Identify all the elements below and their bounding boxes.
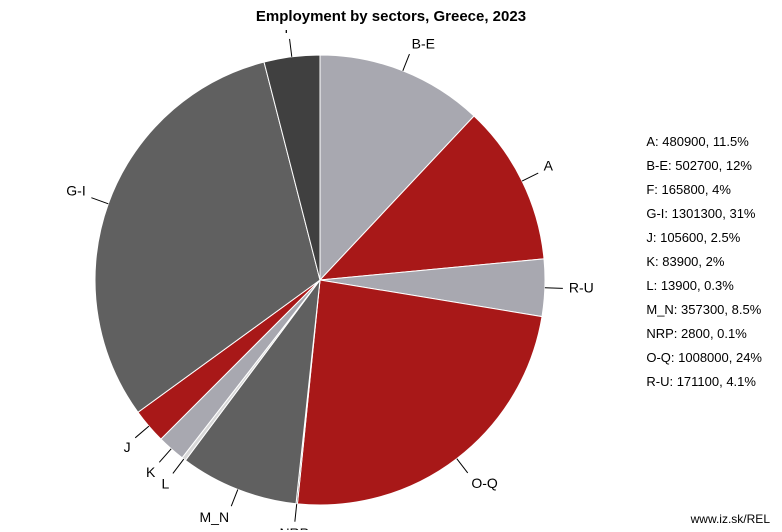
slice-label-l: L: [161, 476, 169, 492]
slice-label-nrp: NRP: [279, 525, 309, 530]
pie-slice-o-q: [297, 280, 542, 505]
leader-line: [173, 459, 184, 473]
legend-row-g-i: G-I: 1301300, 31%: [646, 202, 762, 226]
legend-row-nrp: NRP: 2800, 0.1%: [646, 322, 762, 346]
slice-label-o-q: O-Q: [471, 475, 498, 491]
leader-line: [457, 459, 468, 473]
legend-row-j: J: 105600, 2.5%: [646, 226, 762, 250]
legend-row-k: K: 83900, 2%: [646, 250, 762, 274]
leader-line: [545, 288, 563, 289]
leader-line: [403, 54, 410, 71]
legend-row-f: F: 165800, 4%: [646, 178, 762, 202]
slice-label-r-u: R-U: [569, 279, 594, 295]
leader-line: [159, 449, 171, 463]
legend-row-b-e: B-E: 502700, 12%: [646, 154, 762, 178]
legend-row-l: L: 13900, 0.3%: [646, 274, 762, 298]
pie-chart: B-E A R-U O-Q NRP M_N LKJ G-I F: [20, 30, 620, 530]
legend: A: 480900, 11.5%B-E: 502700, 12%F: 16580…: [646, 130, 762, 395]
leader-line: [295, 504, 297, 522]
legend-row-o-q: O-Q: 1008000, 24%: [646, 346, 762, 370]
slice-label-m-n: M_N: [200, 509, 230, 525]
slice-label-f: F: [285, 30, 294, 36]
chart-container: Employment by sectors, Greece, 2023 B-E A…: [0, 0, 782, 532]
legend-row-r-u: R-U: 171100, 4.1%: [646, 370, 762, 394]
slice-label-g-i: G-I: [66, 183, 85, 199]
source-text: www.iz.sk/REL: [691, 512, 770, 526]
leader-line: [91, 198, 108, 204]
leader-line: [135, 426, 149, 438]
slice-label-k: K: [146, 464, 156, 480]
leader-line: [290, 39, 292, 57]
leader-line: [231, 489, 238, 506]
slice-label-a: A: [544, 157, 554, 173]
chart-title: Employment by sectors, Greece, 2023: [0, 8, 782, 25]
slice-label-b-e: B-E: [412, 35, 435, 51]
legend-row-m-n: M_N: 357300, 8.5%: [646, 298, 762, 322]
slice-label-j: J: [124, 439, 131, 455]
legend-row-a: A: 480900, 11.5%: [646, 130, 762, 154]
leader-line: [522, 173, 538, 181]
